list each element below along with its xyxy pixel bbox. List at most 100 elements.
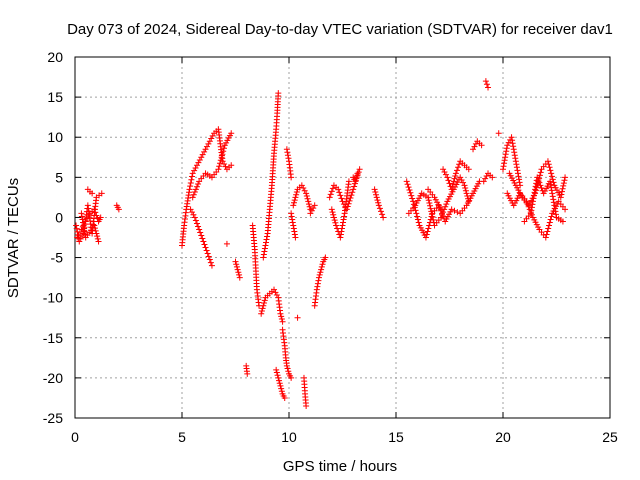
data-point [548,187,555,194]
data-point [187,179,194,186]
data-point [560,180,567,187]
data-point [277,310,284,317]
data-point [264,233,271,240]
data-point [414,213,421,220]
data-point [218,154,225,161]
data-point [192,164,199,171]
data-point [206,256,213,263]
data-point [202,244,209,251]
data-point [455,164,462,171]
x-axis-label: GPS time / hours [283,458,397,475]
data-point [445,177,452,184]
data-point [303,193,310,200]
data-point [514,167,521,174]
data-point [208,135,215,142]
data-point [91,222,98,229]
data-point [261,297,268,304]
data-point [530,195,537,202]
data-point [206,138,213,145]
data-point [275,374,282,381]
data-point [291,228,298,235]
data-point [528,204,535,211]
data-point [273,366,280,373]
data-point [502,151,509,158]
data-point [495,130,502,137]
data-point [97,214,104,221]
data-point [94,233,101,240]
data-point [337,231,344,238]
data-point [303,402,310,409]
data-point [193,183,200,190]
data-point [290,202,297,209]
data-point [220,145,227,152]
data-point [423,231,430,238]
data-point [73,225,80,232]
data-point [304,195,311,202]
data-point [338,228,345,235]
data-point [201,241,208,248]
data-point [352,178,359,185]
data-point [78,213,85,220]
data-point [426,200,433,207]
data-point [81,225,88,232]
data-point [500,163,507,170]
data-point [532,186,539,193]
data-point [329,185,336,192]
y-tick-label: -25 [43,410,63,426]
data-point [74,232,81,239]
data-point [80,222,87,229]
data-point [190,211,197,218]
data-point [440,166,447,173]
data-point [261,248,268,255]
data-point [188,209,195,216]
data-point [281,394,288,401]
data-point [78,226,85,233]
data-point [322,254,329,261]
data-point [188,176,195,183]
data-point [451,175,458,182]
data-point [276,377,283,384]
data-point [258,310,265,317]
data-point [529,198,536,205]
data-point [236,271,243,278]
data-point [189,170,196,177]
data-point [187,183,194,190]
data-point [328,206,335,213]
data-point [482,78,489,85]
x-tick-label: 25 [602,429,618,445]
data-point [548,213,555,220]
data-point [550,199,557,206]
data-point [291,231,298,238]
data-point [278,388,285,395]
data-point [276,380,283,387]
data-point [81,228,88,235]
data-point [452,170,459,177]
data-point [549,190,556,197]
data-point [290,222,297,229]
data-point [374,197,381,204]
x-tick-label: 5 [178,429,186,445]
data-point [261,245,268,252]
x-tick-label: 0 [71,429,79,445]
data-point [425,225,432,232]
data-point [404,181,411,188]
data-point [290,199,297,206]
data-point [544,158,551,165]
data-point [306,203,313,210]
data-point [205,253,212,260]
data-point [414,216,421,223]
y-tick-label: -20 [43,370,63,386]
data-point [531,189,538,196]
data-point [529,201,536,208]
data-point [279,318,286,325]
data-point [293,189,300,196]
data-point [305,198,312,205]
data-point [289,219,296,226]
data-point [378,208,385,215]
data-point [115,206,122,213]
data-point [558,191,565,198]
data-point [315,277,322,284]
data-point [336,189,343,196]
x-tick-labels: 0 5 10 15 20 25 [71,429,618,445]
data-point [228,130,235,137]
